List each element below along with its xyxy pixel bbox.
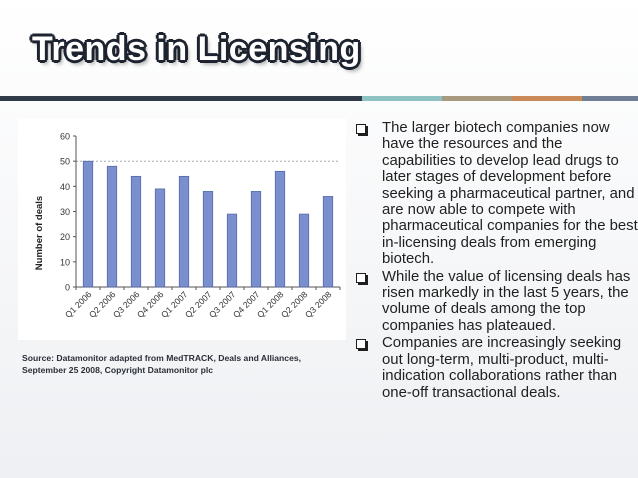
x-tick-label: Q3 2008 [303, 289, 334, 320]
header-band-dark [0, 96, 362, 101]
slide-title: Trends in Licensing [32, 30, 361, 68]
bullet-list: The larger biotech companies now have th… [352, 120, 638, 402]
y-tick-label: 20 [60, 232, 70, 242]
header-band-orange [512, 96, 582, 101]
bar [130, 175, 142, 288]
y-tick-label: 40 [60, 182, 70, 192]
y-tick-label: 50 [60, 157, 70, 167]
bar [274, 170, 286, 288]
header-band-steel [582, 96, 638, 101]
bullet-item: While the value of licensing deals has r… [352, 269, 638, 335]
y-tick-label: 30 [60, 207, 70, 217]
square-bullet-icon [356, 124, 366, 134]
bar [106, 165, 118, 288]
header-band-teal [362, 96, 442, 101]
bar [178, 175, 190, 288]
y-tick-label: 60 [60, 132, 70, 142]
bullet-text: Companies are increasingly seeking out l… [382, 335, 622, 401]
bar [322, 196, 334, 288]
bar [202, 191, 214, 288]
square-bullet-icon [356, 339, 366, 350]
y-tick-label: 0 [65, 283, 70, 293]
header-band-tan [442, 96, 512, 101]
chart-axes: 0 10 20 30 40 50 60 [60, 132, 341, 293]
square-bullet-icon [356, 272, 366, 283]
chart-panel: 0 10 20 30 40 50 60 Q1 2006 Q2 2006 Q3 2006 Q4 20… [18, 118, 346, 340]
bullet-text: The larger biotech companies now have th… [382, 120, 638, 268]
y-axis-label: Number of deals [34, 196, 45, 270]
chart-bars [82, 160, 334, 288]
bar [226, 213, 238, 288]
bullet-item: The larger biotech companies now have th… [352, 120, 638, 268]
bar [298, 213, 310, 288]
bullet-item: Companies are increasingly seeking out l… [352, 335, 638, 401]
bar [154, 188, 166, 288]
bullet-text: While the value of licensing deals has r… [382, 268, 631, 334]
bar [82, 160, 94, 288]
bar [250, 191, 262, 288]
source-note: Source: Datamonitor adapted from MedTRAC… [22, 353, 302, 375]
y-tick-label: 10 [60, 257, 70, 267]
